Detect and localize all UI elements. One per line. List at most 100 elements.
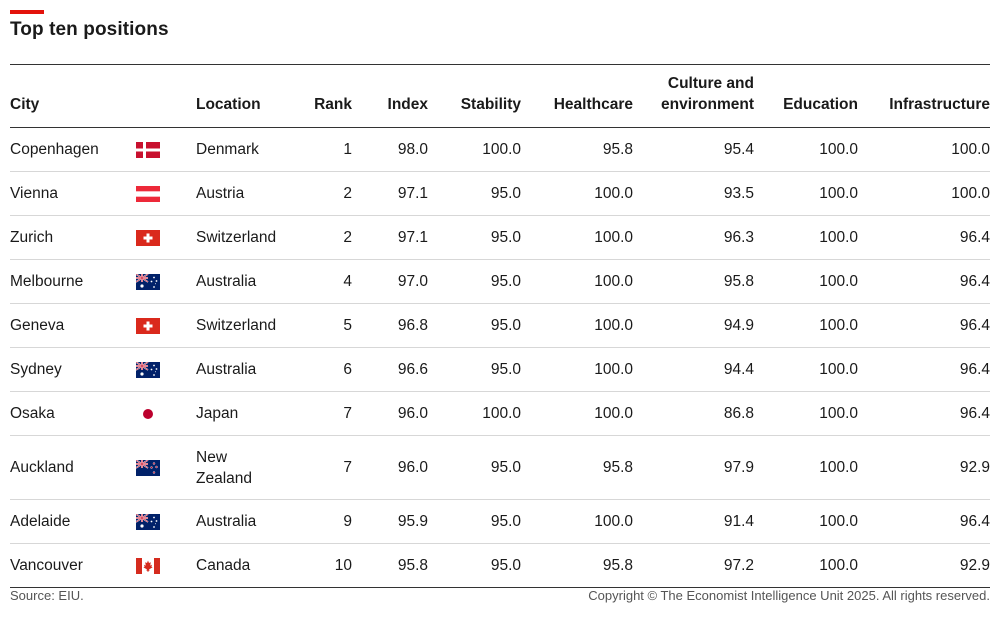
education-cell: 100.0 [754,303,858,348]
city-cell: Sydney [10,347,128,392]
index-cell: 97.1 [352,171,428,216]
culture-cell: 94.4 [633,347,754,392]
location-text: Australia [196,513,257,530]
culture-cell: 97.9 [633,435,754,500]
rank-cell: 10 [306,543,352,588]
stability-cell: 100.0 [428,391,521,436]
healthcare-cell: 100.0 [521,303,633,348]
switzerland-flag-icon [136,317,160,334]
header-culture-line1: Culture and [667,75,754,92]
education-cell: 100.0 [754,215,858,260]
index-cell: 96.6 [352,347,428,392]
education-cell: 100.0 [754,499,858,544]
infrastructure-cell: 96.4 [858,391,990,436]
culture-cell: 96.3 [633,215,754,260]
index-cell: 95.9 [352,499,428,544]
table-row: Adelaide Australia 9 95.9 95.0 100.0 91.4 100.0… [10,499,990,544]
stability-cell: 95.0 [428,543,521,588]
stability-cell: 95.0 [428,171,521,216]
top-rule [10,64,990,65]
education-cell: 100.0 [754,171,858,216]
index-cell: 96.0 [352,435,428,500]
healthcare-cell: 95.8 [521,435,633,500]
infrastructure-cell: 96.4 [858,347,990,392]
infrastructure-cell: 96.4 [858,499,990,544]
rank-cell: 2 [306,215,352,260]
location-text: Australia [196,273,257,290]
education-cell: 100.0 [754,435,858,500]
city-cell: Melbourne [10,259,128,304]
table-row: Osaka Japan 7 96.0 100.0 100.0 86.8 100.0 96.4 [10,391,990,436]
table-row: Vancouver Canada 10 95.8 95.0 95.8 97.2 100.0 92… [10,543,990,588]
culture-cell: 95.8 [633,259,754,304]
index-cell: 96.8 [352,303,428,348]
education-cell: 100.0 [754,391,858,436]
table-row: Zurich Switzerland 2 97.1 95.0 100.0 96.3 100.0… [10,215,990,260]
healthcare-cell: 95.8 [521,543,633,588]
australia-flag-icon [136,361,160,378]
header-rank: Rank [306,65,352,128]
location-text: Canada [196,557,251,574]
healthcare-cell: 95.8 [521,127,633,172]
city-cell: Auckland [10,435,128,500]
location-text: Austria [196,185,245,202]
location-cell: Australia [196,347,306,392]
location-cell: Australia [196,499,306,544]
chart-title: Top ten positions [10,19,169,40]
city-cell: Copenhagen [10,127,128,172]
header-healthcare: Healthcare [521,65,633,128]
culture-cell: 97.2 [633,543,754,588]
healthcare-cell: 100.0 [521,171,633,216]
education-cell: 100.0 [754,127,858,172]
rank-cell: 4 [306,259,352,304]
stability-cell: 95.0 [428,215,521,260]
location-cell: Switzerland [196,215,306,260]
rank-cell: 7 [306,435,352,500]
accent-bar [10,10,44,14]
source-note: Source: EIU. [10,588,84,603]
header-row: City Location Rank Index Stability Healt… [10,65,990,128]
copyright-note: Copyright © The Economist Intelligence U… [588,588,990,603]
city-cell: Vancouver [10,543,128,588]
index-cell: 95.8 [352,543,428,588]
culture-cell: 86.8 [633,391,754,436]
location-cell: Austria [196,171,306,216]
header-city: City [10,65,128,128]
city-cell: Adelaide [10,499,128,544]
stability-cell: 95.0 [428,259,521,304]
table-row: Copenhagen Denmark 1 98.0 100.0 95.8 95.4 100.0… [10,127,990,172]
location-text: New [196,448,228,466]
infrastructure-cell: 92.9 [858,435,990,500]
location-cell: Japan [196,391,306,436]
infrastructure-cell: 96.4 [858,259,990,304]
stability-cell: 95.0 [428,303,521,348]
rank-cell: 5 [306,303,352,348]
rank-cell: 2 [306,171,352,216]
culture-cell: 94.9 [633,303,754,348]
healthcare-cell: 100.0 [521,259,633,304]
healthcare-cell: 100.0 [521,391,633,436]
index-cell: 98.0 [352,127,428,172]
australia-flag-icon [136,273,160,290]
infrastructure-cell: 100.0 [858,127,990,172]
index-cell: 97.1 [352,215,428,260]
new-zealand-flag-icon [136,459,160,476]
location-text: Australia [196,361,257,378]
location-text: Japan [196,405,239,422]
city-cell: Vienna [10,171,128,216]
header-culture: Culture and environment [633,65,754,128]
culture-cell: 95.4 [633,127,754,172]
stability-cell: 95.0 [428,435,521,500]
header-flag [128,65,196,128]
city-cell: Geneva [10,303,128,348]
rankings-table: City Location Rank Index Stability Healt… [10,65,990,588]
city-cell: Zurich [10,215,128,260]
education-cell: 100.0 [754,347,858,392]
header-education: Education [754,65,858,128]
table-row: Auckland New Zealand 7 96.0 95.0 95.8 97.9 100.0… [10,435,990,500]
canada-flag-icon [136,557,160,574]
infrastructure-cell: 96.4 [858,303,990,348]
infrastructure-cell: 92.9 [858,543,990,588]
header-location: Location [196,65,306,128]
index-cell: 97.0 [352,259,428,304]
